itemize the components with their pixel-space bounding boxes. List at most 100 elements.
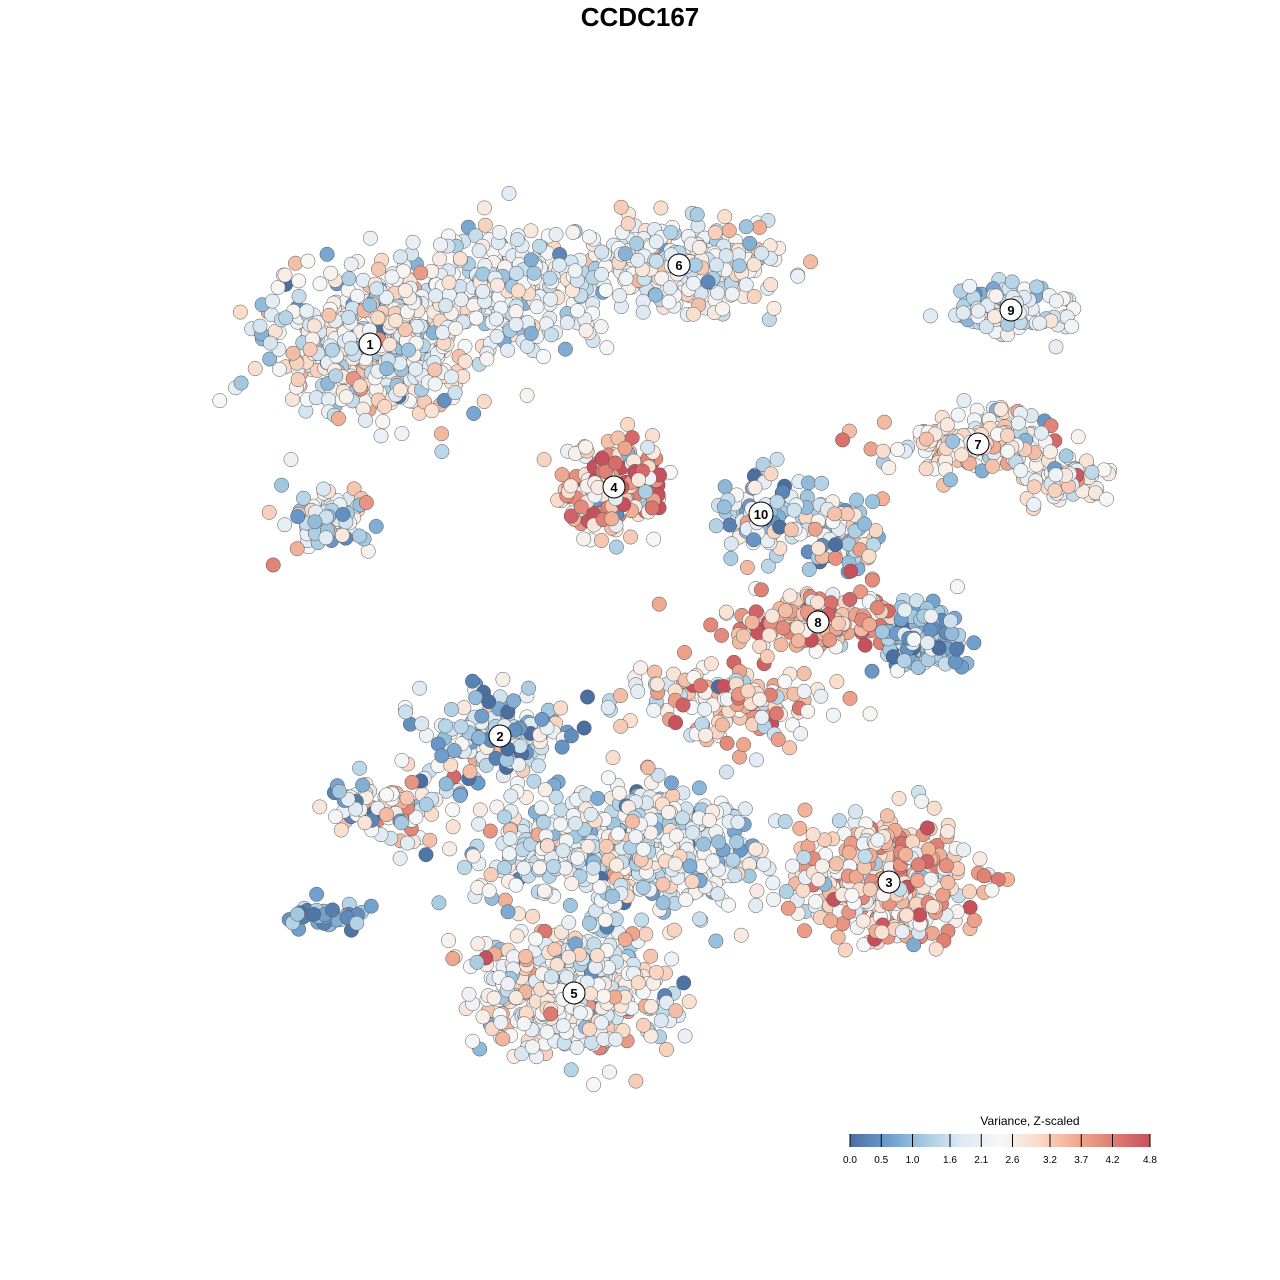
data-point (928, 941, 944, 957)
data-point (763, 466, 779, 482)
data-point (290, 509, 306, 525)
data-point (500, 976, 516, 992)
data-point (620, 416, 636, 432)
data-point (870, 832, 886, 848)
data-point (697, 701, 713, 717)
data-point (923, 608, 939, 624)
data-point (597, 912, 613, 928)
data-point (543, 291, 559, 307)
data-point (291, 273, 307, 289)
data-point (542, 270, 558, 286)
data-point (434, 426, 449, 442)
data-point (783, 522, 799, 538)
data-point (612, 288, 628, 304)
data-point (578, 439, 594, 455)
data-point (793, 726, 809, 742)
data-point (769, 494, 785, 510)
data-point (343, 340, 359, 356)
legend-tick-label: 2.6 (1006, 1155, 1020, 1166)
data-point (792, 820, 808, 836)
data-point (782, 588, 798, 604)
data-point (600, 770, 616, 786)
data-point (489, 329, 505, 345)
data-point (864, 572, 880, 588)
data-point (677, 645, 692, 660)
data-point (589, 948, 605, 963)
data-point (508, 877, 524, 893)
data-point (829, 674, 845, 690)
data-point (521, 680, 537, 696)
cluster-label: 1 (358, 332, 382, 356)
data-point (300, 253, 316, 269)
data-point (766, 300, 782, 316)
data-point (676, 975, 692, 991)
data-point (634, 912, 650, 928)
cluster-label: 8 (806, 610, 830, 634)
data-point (610, 826, 626, 842)
data-point (531, 238, 547, 254)
data-point (379, 787, 395, 803)
data-point (752, 692, 768, 707)
data-point (897, 602, 913, 618)
data-point (918, 431, 934, 447)
data-point (533, 800, 549, 816)
data-point (649, 676, 665, 692)
data-point (288, 255, 303, 271)
data-point (433, 237, 448, 253)
data-point (516, 860, 532, 876)
data-point (321, 307, 337, 323)
data-point (554, 739, 570, 755)
data-point (427, 362, 443, 378)
data-point (943, 613, 959, 629)
data-point (594, 267, 609, 282)
data-point (1058, 448, 1074, 464)
data-point (1048, 467, 1064, 483)
data-point (648, 253, 664, 269)
data-point (691, 240, 707, 255)
data-point (768, 706, 784, 722)
data-point (572, 1005, 588, 1021)
data-point (557, 341, 573, 357)
data-point (648, 234, 664, 250)
data-point (1029, 279, 1045, 295)
data-point (828, 550, 843, 566)
data-point (993, 401, 1009, 417)
data-point (468, 690, 484, 706)
data-point (418, 847, 434, 863)
data-point (689, 207, 705, 223)
data-point (479, 351, 495, 367)
data-point (954, 447, 970, 463)
data-point (856, 516, 872, 532)
data-point (660, 804, 676, 820)
data-point (899, 907, 915, 923)
data-point (925, 899, 941, 915)
data-point (576, 720, 592, 736)
cluster-label: 10 (748, 501, 774, 527)
data-point (555, 1018, 571, 1034)
data-point (338, 389, 354, 405)
data-point (312, 276, 328, 292)
data-point (453, 719, 469, 735)
data-point (655, 895, 671, 911)
legend-title: Variance, Z-scaled (980, 1114, 1080, 1128)
data-point (341, 309, 356, 325)
cluster-label-text: 1 (366, 337, 373, 352)
data-point (613, 199, 629, 215)
data-point (825, 707, 841, 723)
legend-tick-label: 0.5 (874, 1155, 888, 1166)
data-point (469, 310, 484, 326)
data-point (543, 1006, 559, 1022)
data-point (923, 622, 938, 638)
data-point (1033, 425, 1049, 441)
data-point (509, 928, 525, 944)
data-point (735, 628, 751, 644)
data-point (532, 860, 547, 876)
data-point (1047, 483, 1063, 499)
data-point (685, 825, 701, 841)
data-point (719, 735, 735, 751)
data-point (489, 799, 505, 815)
data-point (358, 412, 373, 428)
data-point (528, 931, 544, 947)
cluster-label: 2 (488, 724, 512, 748)
data-point (501, 185, 517, 201)
